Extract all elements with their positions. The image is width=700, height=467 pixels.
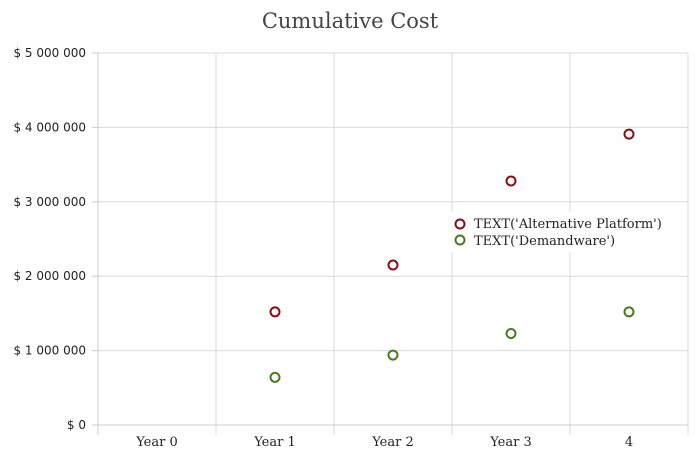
data-point-text-demandware: [505, 327, 517, 339]
data-point-text-alternative-platform: [269, 306, 281, 318]
legend-label-alternative-platform: TEXT('Alternative Platform'): [474, 217, 662, 232]
data-point-text-alternative-platform: [505, 175, 517, 187]
y-tick-label: $ 5 000 000: [13, 46, 86, 60]
data-point-text-demandware: [269, 371, 281, 383]
y-tick-label: $ 0: [67, 418, 86, 432]
legend-label-demandware: TEXT('Demandware'): [474, 234, 615, 249]
legend-marker-alternative-platform: [454, 218, 466, 230]
x-axis-ticks: Year 0 Year 1 Year 2 Year 3 4: [135, 435, 633, 450]
y-tick-label: $ 2 000 000: [13, 269, 86, 283]
series-points: [269, 128, 635, 383]
data-point-text-alternative-platform: [623, 128, 635, 140]
y-tick-label: $ 1 000 000: [13, 344, 86, 358]
legend: TEXT('Alternative Platform') TEXT('Deman…: [450, 212, 682, 252]
x-tick-label: Year 2: [371, 435, 414, 450]
x-tick-label: Year 3: [489, 435, 532, 450]
y-tick-label: $ 3 000 000: [13, 195, 86, 209]
chart-title: Cumulative Cost: [262, 9, 439, 33]
y-axis-ticks: $ 0 $ 1 000 000 $ 2 000 000 $ 3 000 000 $ 4 …: [13, 46, 86, 432]
x-tick-label: Year 0: [135, 435, 178, 450]
data-point-text-demandware: [623, 306, 635, 318]
legend-marker-demandware: [454, 234, 466, 246]
legend-background: [450, 212, 682, 252]
y-tick-label: $ 4 000 000: [13, 120, 86, 134]
data-point-text-demandware: [387, 349, 399, 361]
x-tick-label: 4: [625, 435, 633, 450]
x-tick-label: Year 1: [253, 435, 296, 450]
data-point-text-alternative-platform: [387, 259, 399, 271]
